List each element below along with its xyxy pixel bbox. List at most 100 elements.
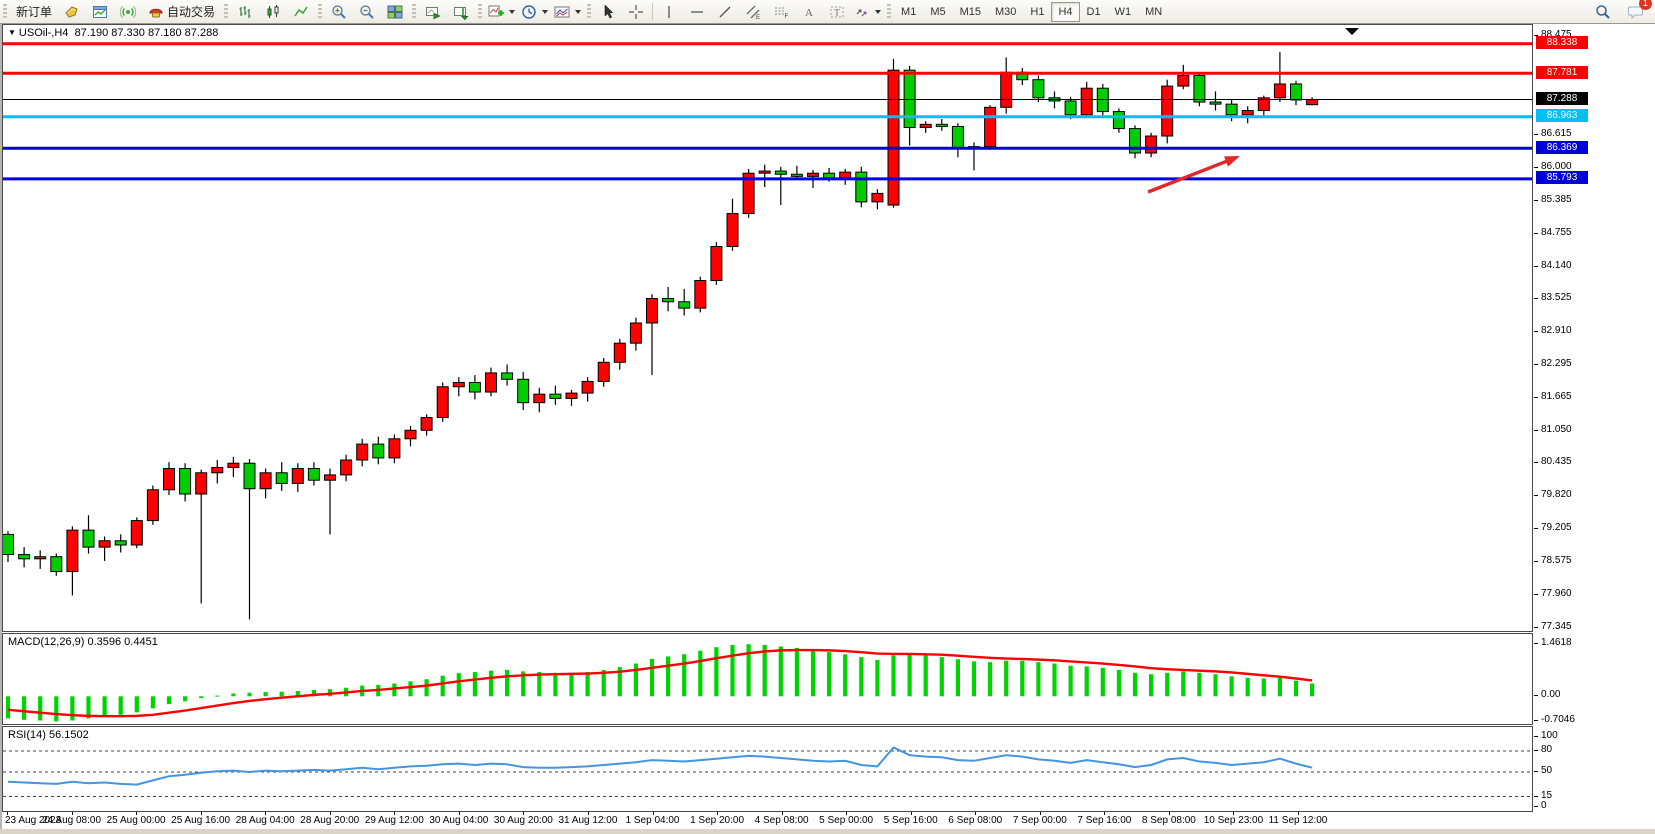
axis-tick-mark [1534,265,1538,267]
indicators-button[interactable] [485,1,518,23]
line-chart-button[interactable] [287,1,315,23]
time-tick-mark [136,812,138,815]
time-axis[interactable]: 23 Aug 2023 24 Aug 08:00 25 Aug 00:00 25 Au… [2,812,1533,829]
toolbar-drag-handle[interactable] [3,3,7,20]
macd-pane[interactable]: MACD(12,26,9) 0.3596 0.4451 [2,633,1533,725]
dropdown-caret[interactable] [875,9,882,14]
zoom-out-icon [360,4,374,19]
price-tick-label: 77.345 [1541,620,1572,632]
channel-button[interactable]: E [739,1,767,23]
search-button[interactable] [1589,1,1617,23]
candle [1112,111,1125,130]
price-tick-label: 84.755 [1541,227,1572,238]
candle [501,372,514,380]
crosshair-button[interactable] [622,1,650,23]
candle [935,123,948,127]
candle [871,192,884,203]
macd-canvas[interactable] [3,634,1532,723]
new-order-button[interactable]: 新订单 [10,1,58,23]
toolbar-drag-handle[interactable] [587,3,592,20]
zoom-out-button[interactable] [353,1,381,23]
dropdown-caret[interactable] [542,9,549,14]
candle [404,429,417,440]
candle [66,529,79,573]
svg-text:A: A [805,7,813,19]
periods-button[interactable] [518,1,551,23]
toolbar-drag-handle[interactable] [318,3,323,20]
candle [356,443,369,461]
time-tick-label: 30 Aug 20:00 [493,815,553,826]
horizontal-line-button[interactable] [683,1,711,23]
zoom-in-button[interactable] [325,1,353,23]
candle [855,171,868,203]
notifications-button[interactable]: 1 [1621,0,1652,23]
cursor-button[interactable] [594,1,622,23]
axis-tick-mark [1534,134,1538,136]
candle [34,556,47,560]
text-label-button[interactable]: T [823,1,851,23]
toolbar-drag-handle[interactable] [412,3,417,20]
fibonacci-icon: F [775,7,789,20]
autotrade-button[interactable]: 自动交易 [142,1,221,23]
vertical-line-button[interactable] [655,1,683,23]
tf-m30[interactable]: M30 [995,5,1017,18]
axis-tick-mark [1534,495,1538,497]
candle [291,468,304,484]
rsi-label: RSI(14) 56.1502 [8,729,89,741]
axis-tick-mark [1534,429,1538,431]
new-order-tag-button[interactable] [58,1,86,23]
price-level-badge: 88.338 [1536,36,1588,50]
candle [951,125,964,150]
price-tick-label: 79.205 [1541,521,1572,533]
tf-mn[interactable]: MN [1145,5,1163,18]
trendline-button[interactable] [711,1,739,23]
dropdown-caret[interactable] [575,9,582,14]
price-level-badge: 86.369 [1536,140,1588,154]
collapse-marker-icon[interactable]: ▼ [8,28,16,37]
price-tick-label: 82.295 [1541,357,1572,369]
tf-w1[interactable]: W1 [1114,5,1132,18]
rsi-pane[interactable]: RSI(14) 56.1502 [2,726,1533,812]
toolbar-drag-handle[interactable] [887,3,892,20]
dropdown-caret[interactable] [509,9,516,14]
candle [324,474,336,481]
price-chart-canvas[interactable] [3,25,1532,630]
price-axis[interactable]: 88.475 86.615 86.000 85.385 84.755 84.140 83.5… [1534,24,1655,812]
tf-m5[interactable]: M5 [930,5,946,18]
tile-windows-button[interactable] [381,1,409,23]
toolbar-drag-handle[interactable] [478,3,483,20]
price-pane[interactable]: ▼ USOil-,H4 87.190 87.330 87.180 87.288 [2,24,1533,632]
candle [340,459,353,476]
arrows-button[interactable] [851,1,884,23]
chart-shift-button[interactable] [447,1,475,23]
macd-tick-label: -0.7046 [1541,714,1575,726]
tf-m1[interactable]: M1 [901,5,917,18]
candle [1161,85,1174,137]
rsi-canvas[interactable] [3,727,1532,810]
tf-h4[interactable]: H4 [1051,1,1080,22]
chart-shift-marker[interactable] [1345,28,1359,35]
auto-scroll-button[interactable] [419,1,447,23]
trend-arrow-annotation[interactable] [1147,156,1240,194]
crosshair-icon [629,4,644,19]
candlestick-button[interactable] [259,1,287,23]
axis-tick-mark [1534,397,1538,399]
new-chart-button[interactable] [86,1,114,23]
templates-button[interactable] [551,1,584,23]
candle [179,468,192,495]
tf-d1[interactable]: D1 [1086,5,1101,18]
time-tick-label: 5 Sep 00:00 [819,815,874,826]
axis-tick-mark [1534,561,1538,563]
tf-h1[interactable]: H1 [1030,5,1045,18]
time-tick-mark [652,812,654,815]
fibonacci-button[interactable]: F [767,1,795,23]
tf-m15[interactable]: M15 [959,5,981,18]
time-tick-mark [717,812,719,815]
candle [1290,83,1302,101]
text-button[interactable]: A [795,1,823,23]
toolbar-drag-handle[interactable] [224,3,229,20]
candle [1257,97,1270,112]
bar-chart-button[interactable] [231,1,259,23]
candle [613,342,626,363]
market-watch-button[interactable] [114,1,142,23]
